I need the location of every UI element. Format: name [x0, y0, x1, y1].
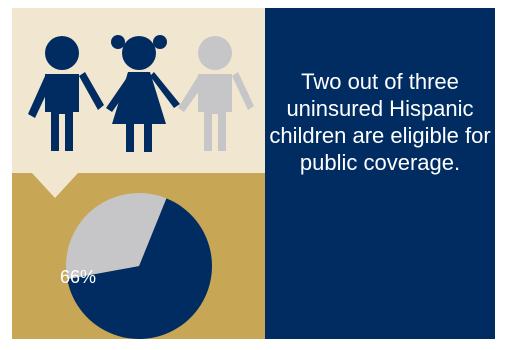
- figure-graphics: [28, 22, 293, 339]
- speech-pointer-down: [32, 173, 78, 198]
- child-figure-icon: [178, 36, 254, 151]
- pie-chart: [66, 193, 212, 339]
- pie-slice-1: [66, 193, 167, 280]
- girl-figure-icon: [106, 35, 180, 152]
- headline-panel: [265, 8, 495, 339]
- infographic: Two out of three uninsured Hispanic chil…: [12, 8, 495, 339]
- pie-slice-label-primary: 66%: [60, 267, 97, 287]
- headline-text: Two out of three uninsured Hispanic chil…: [269, 69, 491, 175]
- speech-pointer-right: [265, 22, 293, 64]
- boy-figure-icon: [28, 36, 104, 151]
- pie-slice-0: [67, 198, 212, 339]
